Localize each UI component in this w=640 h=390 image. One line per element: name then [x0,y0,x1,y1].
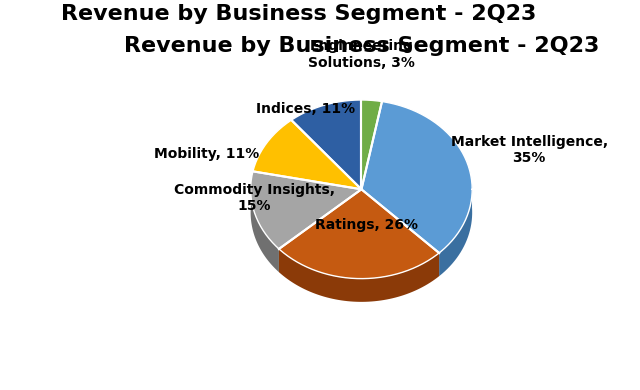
Polygon shape [291,100,362,189]
Text: Market Intelligence,
35%: Market Intelligence, 35% [451,135,608,165]
Text: Revenue by Business Segment - 2Q23: Revenue by Business Segment - 2Q23 [124,35,599,56]
Text: Ratings, 26%: Ratings, 26% [316,218,419,232]
Text: Mobility, 11%: Mobility, 11% [154,147,260,161]
Polygon shape [362,101,472,253]
Polygon shape [362,100,382,189]
Polygon shape [251,183,279,272]
Text: Commodity Insights,
15%: Commodity Insights, 15% [173,183,335,213]
Text: Enginneering
Solutions, 3%: Enginneering Solutions, 3% [308,39,415,69]
Text: Indices, 11%: Indices, 11% [257,102,356,116]
Polygon shape [439,184,472,276]
Polygon shape [279,249,439,302]
Polygon shape [251,171,362,249]
Polygon shape [253,120,362,189]
Title: Revenue by Business Segment - 2Q23: Revenue by Business Segment - 2Q23 [61,4,536,24]
Polygon shape [279,189,439,278]
